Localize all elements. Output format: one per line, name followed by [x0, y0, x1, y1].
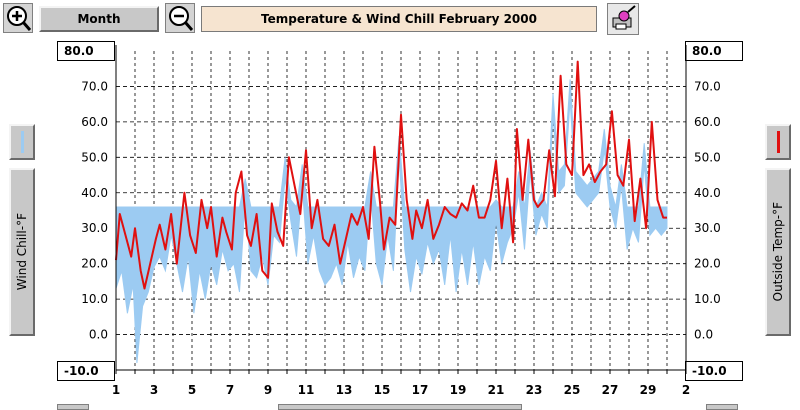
outside-temp-series-line	[115, 60, 667, 290]
x-tick-label: 7	[226, 383, 234, 397]
zoom-out-icon	[169, 6, 194, 31]
x-tick-label: 3	[150, 383, 158, 397]
left-axis-max-value: 80.0	[57, 41, 115, 61]
left-y-tick-label: 50.0	[81, 150, 108, 164]
right-y-tick-label: 40.0	[694, 186, 721, 200]
outside-temp-color-swatch	[776, 131, 780, 153]
outside-temp-line	[115, 60, 667, 290]
x-tick-label: 23	[526, 383, 543, 397]
x-tick-label: 19	[450, 383, 467, 397]
left-y-tick-label: 60.0	[81, 115, 108, 129]
zoom-in-icon	[7, 6, 32, 31]
left-axis-min-value: -10.0	[57, 361, 115, 381]
left-y-tick-label: 0.0	[89, 328, 108, 342]
x-tick-label: 9	[264, 383, 272, 397]
left-y-tick-label: 10.0	[81, 292, 108, 306]
printer-paint-icon	[612, 5, 636, 30]
print-button[interactable]	[607, 3, 639, 35]
x-tick-label: 11	[298, 383, 315, 397]
left-axis-label-panel[interactable]: Wind Chill-°F	[9, 168, 35, 336]
chart-frame	[115, 45, 687, 374]
left-y-tick-labels: 70.0 60.0 50.0 40.0 30.0 20.0 10.0 0.0	[81, 79, 108, 341]
x-tick-label: 27	[602, 383, 619, 397]
right-axis-max-value: 80.0	[685, 41, 743, 61]
wind-chill-color-swatch	[20, 131, 24, 153]
right-y-tick-labels: 70.0 60.0 50.0 40.0 30.0 20.0 10.0 0.0	[694, 79, 721, 341]
x-tick-label: 21	[488, 383, 505, 397]
right-y-tick-label: 10.0	[694, 292, 721, 306]
x-tick-label: 25	[564, 383, 581, 397]
period-month-button[interactable]: Month	[39, 6, 159, 32]
left-y-tick-label: 30.0	[81, 221, 108, 235]
right-y-tick-label: 50.0	[694, 150, 721, 164]
zoom-out-button[interactable]	[165, 3, 195, 33]
scroll-left-button[interactable]	[57, 404, 89, 410]
left-y-tick-label: 70.0	[81, 79, 108, 93]
x-tick-label: 29	[640, 383, 657, 397]
x-tick-label: 17	[412, 383, 429, 397]
right-y-tick-label: 60.0	[694, 115, 721, 129]
zoom-in-button[interactable]	[3, 3, 33, 33]
horizontal-scrollbar[interactable]	[278, 404, 522, 410]
right-y-tick-label: 0.0	[694, 328, 713, 342]
x-tick-label: 5	[188, 383, 196, 397]
x-tick-label: 1	[112, 383, 120, 397]
x-tick-label: 15	[374, 383, 391, 397]
scroll-right-button[interactable]	[706, 404, 738, 410]
x-tick-label: 2	[682, 383, 690, 397]
right-y-tick-label: 70.0	[694, 79, 721, 93]
left-y-tick-label: 20.0	[81, 257, 108, 271]
right-axis-label-panel[interactable]: Outside Temp-°F	[765, 168, 791, 336]
x-tick-label: 13	[336, 383, 353, 397]
outside-temp-series-toggle[interactable]	[765, 124, 791, 160]
right-y-tick-label: 30.0	[694, 221, 721, 235]
right-y-tick-label: 20.0	[694, 257, 721, 271]
chart-title: Temperature & Wind Chill February 2000	[201, 6, 597, 32]
x-tick-labels: 1 3 5 7 9 11 13 15 17 19 21 23 25 27 29 2	[112, 383, 690, 397]
wind-chill-series-toggle[interactable]	[9, 124, 35, 160]
left-y-tick-label: 40.0	[81, 186, 108, 200]
